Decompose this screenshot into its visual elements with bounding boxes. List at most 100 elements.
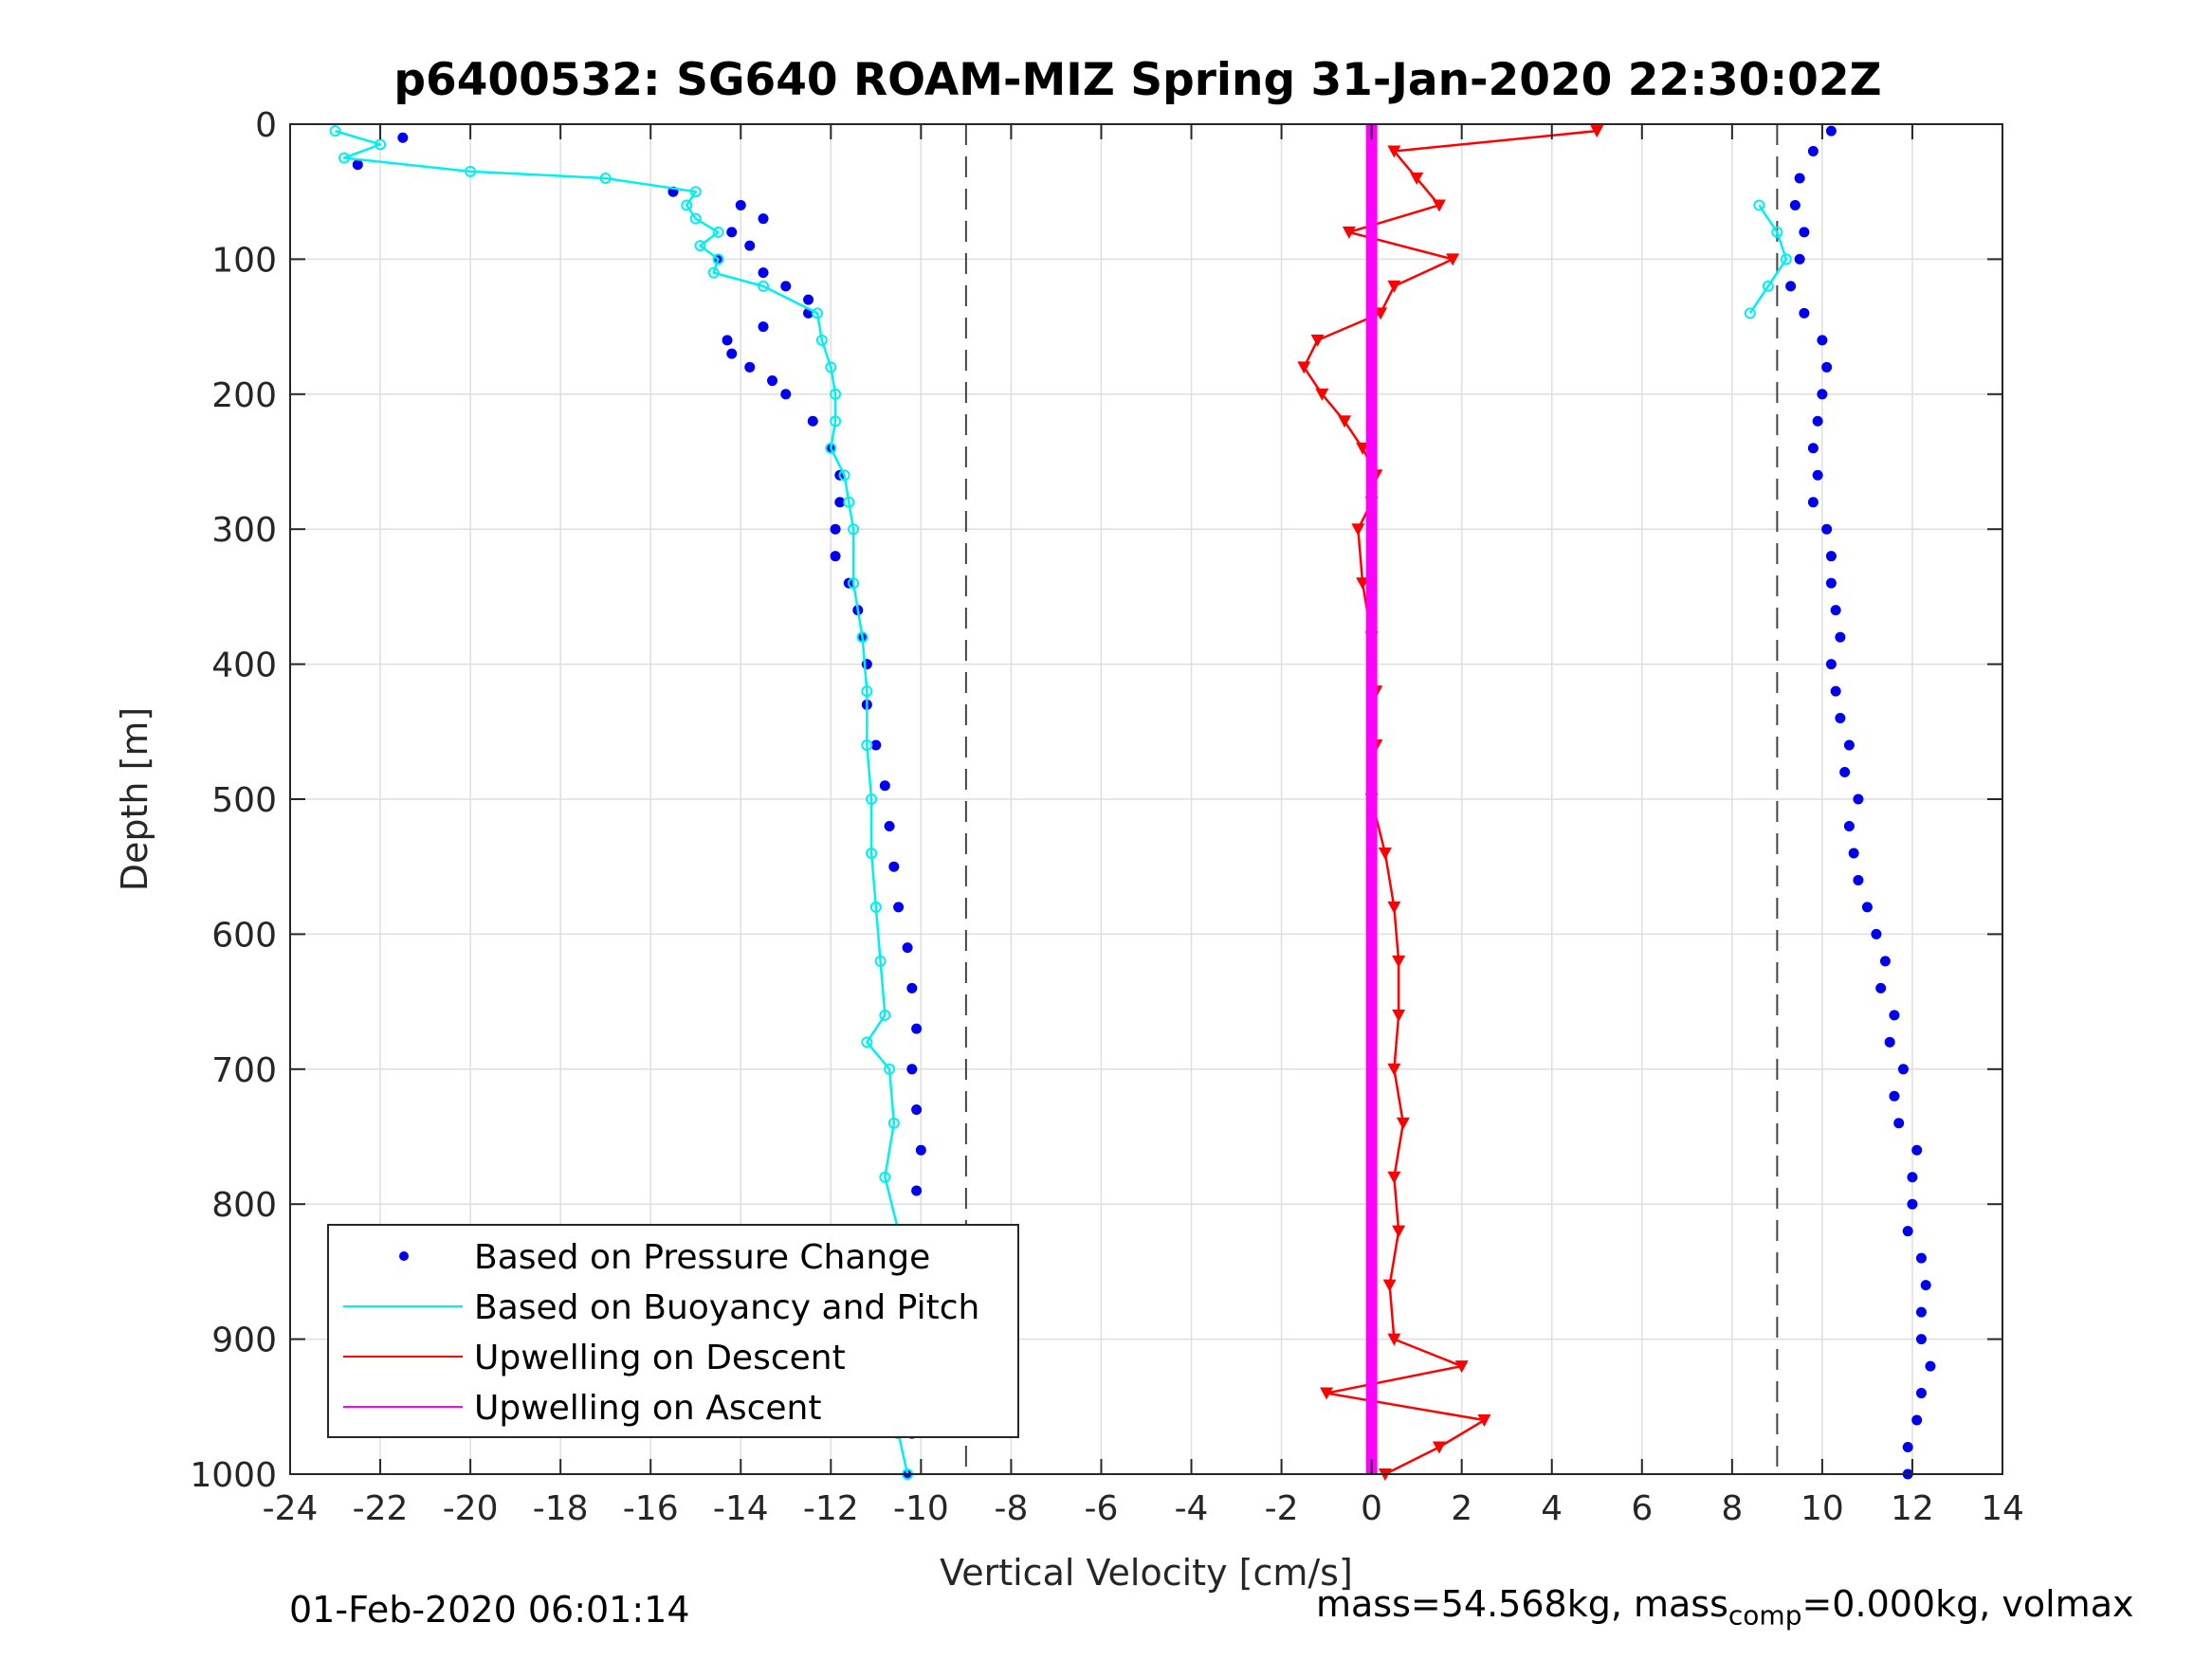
- legend-label-buoyancy: Based on Buoyancy and Pitch: [474, 1288, 979, 1327]
- series-ascent_buoyancy: [1744, 199, 1792, 319]
- data-point: [838, 469, 850, 482]
- x-tick-label: -20: [443, 1489, 499, 1528]
- data-point: [329, 125, 341, 137]
- data-point: [1817, 389, 1828, 400]
- data-marker: [1454, 1360, 1469, 1374]
- data-point: [902, 942, 913, 954]
- data-point: [848, 523, 860, 536]
- data-point: [689, 186, 702, 198]
- x-tick-label: 14: [1981, 1489, 2024, 1528]
- data-point: [861, 1036, 873, 1048]
- data-point: [689, 212, 702, 225]
- data-point: [911, 1023, 923, 1034]
- data-point: [834, 497, 846, 508]
- data-point: [879, 1009, 891, 1021]
- data-point: [1799, 227, 1810, 238]
- data-point: [1839, 767, 1851, 778]
- data-marker: [1387, 1333, 1401, 1346]
- legend-label-upwelling-descent: Upwelling on Descent: [474, 1339, 846, 1377]
- data-series: [329, 124, 1936, 1481]
- data-point: [1835, 631, 1846, 643]
- data-point: [884, 1063, 896, 1075]
- data-point: [1825, 551, 1837, 562]
- data-point: [893, 902, 905, 913]
- y-tick-label: 700: [211, 1051, 277, 1090]
- data-point: [681, 199, 693, 211]
- data-point: [1843, 739, 1855, 751]
- x-tick-label: -2: [1265, 1489, 1299, 1528]
- data-point: [726, 348, 738, 359]
- data-point: [1915, 1252, 1927, 1264]
- data-point: [1807, 145, 1819, 156]
- data-point: [1879, 956, 1891, 967]
- data-point: [1785, 281, 1797, 292]
- data-marker: [1338, 415, 1352, 428]
- data-point: [1807, 497, 1819, 508]
- data-point: [1897, 1064, 1909, 1075]
- data-point: [767, 375, 778, 387]
- data-point: [879, 780, 890, 792]
- data-marker: [1477, 1414, 1491, 1428]
- data-point: [1762, 280, 1774, 292]
- data-point: [843, 496, 855, 508]
- data-point: [1884, 1036, 1895, 1048]
- data-point: [1753, 199, 1765, 211]
- x-tick-label: 4: [1541, 1489, 1563, 1528]
- data-point: [694, 240, 706, 252]
- x-tick-label: 12: [1891, 1489, 1934, 1528]
- data-point: [874, 955, 887, 967]
- data-point: [338, 152, 351, 164]
- data-marker: [1392, 955, 1406, 968]
- data-point: [906, 1064, 918, 1075]
- data-point: [911, 1104, 923, 1116]
- x-tick-label: -4: [1175, 1489, 1209, 1528]
- series-ascent_pressure: [1785, 125, 1936, 1480]
- x-tick-label: -8: [994, 1489, 1028, 1528]
- data-marker: [1387, 280, 1401, 293]
- data-point: [1915, 1306, 1927, 1318]
- x-axis-ticks: -24 -22 -20 -18 -16 -14 -12 -10 -8 -6 -4 -2 0 2 4 6 8 10 1…: [263, 124, 2024, 1528]
- data-marker: [1387, 1171, 1401, 1184]
- data-marker: [1374, 307, 1388, 320]
- data-point: [830, 388, 842, 400]
- data-point: [1889, 1090, 1900, 1102]
- data-marker: [1342, 226, 1356, 239]
- data-point: [397, 132, 409, 143]
- data-marker: [1432, 199, 1446, 212]
- data-marker: [1396, 1117, 1410, 1130]
- data-point: [1794, 173, 1805, 184]
- data-point: [1907, 1172, 1918, 1183]
- data-marker: [1392, 1009, 1406, 1022]
- data-point: [815, 334, 828, 346]
- data-point: [780, 281, 792, 292]
- x-tick-label: -24: [263, 1489, 319, 1528]
- data-point: [906, 982, 918, 994]
- data-marker: [1432, 1441, 1446, 1454]
- data-marker: [1320, 1387, 1334, 1400]
- y-tick-label: 0: [255, 106, 277, 145]
- data-point: [887, 1117, 900, 1129]
- x-tick-label: -6: [1085, 1489, 1119, 1528]
- data-point: [1925, 1360, 1936, 1372]
- data-point: [1893, 1118, 1905, 1129]
- data-point: [712, 253, 724, 265]
- x-tick-label: 2: [1451, 1489, 1472, 1528]
- data-point: [911, 1185, 923, 1196]
- data-point: [866, 847, 878, 859]
- data-point: [866, 793, 878, 805]
- data-point: [1920, 1280, 1931, 1291]
- legend-swatch-pressure: [399, 1251, 409, 1261]
- y-tick-label: 500: [211, 781, 277, 820]
- data-point: [1853, 793, 1864, 805]
- data-point: [1835, 713, 1846, 724]
- data-point: [1875, 982, 1887, 994]
- data-point: [744, 361, 756, 373]
- data-marker: [1387, 1063, 1401, 1076]
- series-descent_pressure: [352, 132, 926, 1480]
- data-point: [825, 442, 837, 454]
- data-point: [1789, 199, 1801, 210]
- x-tick-label: 6: [1631, 1489, 1653, 1528]
- data-point: [1911, 1414, 1923, 1426]
- data-point: [1902, 1226, 1913, 1237]
